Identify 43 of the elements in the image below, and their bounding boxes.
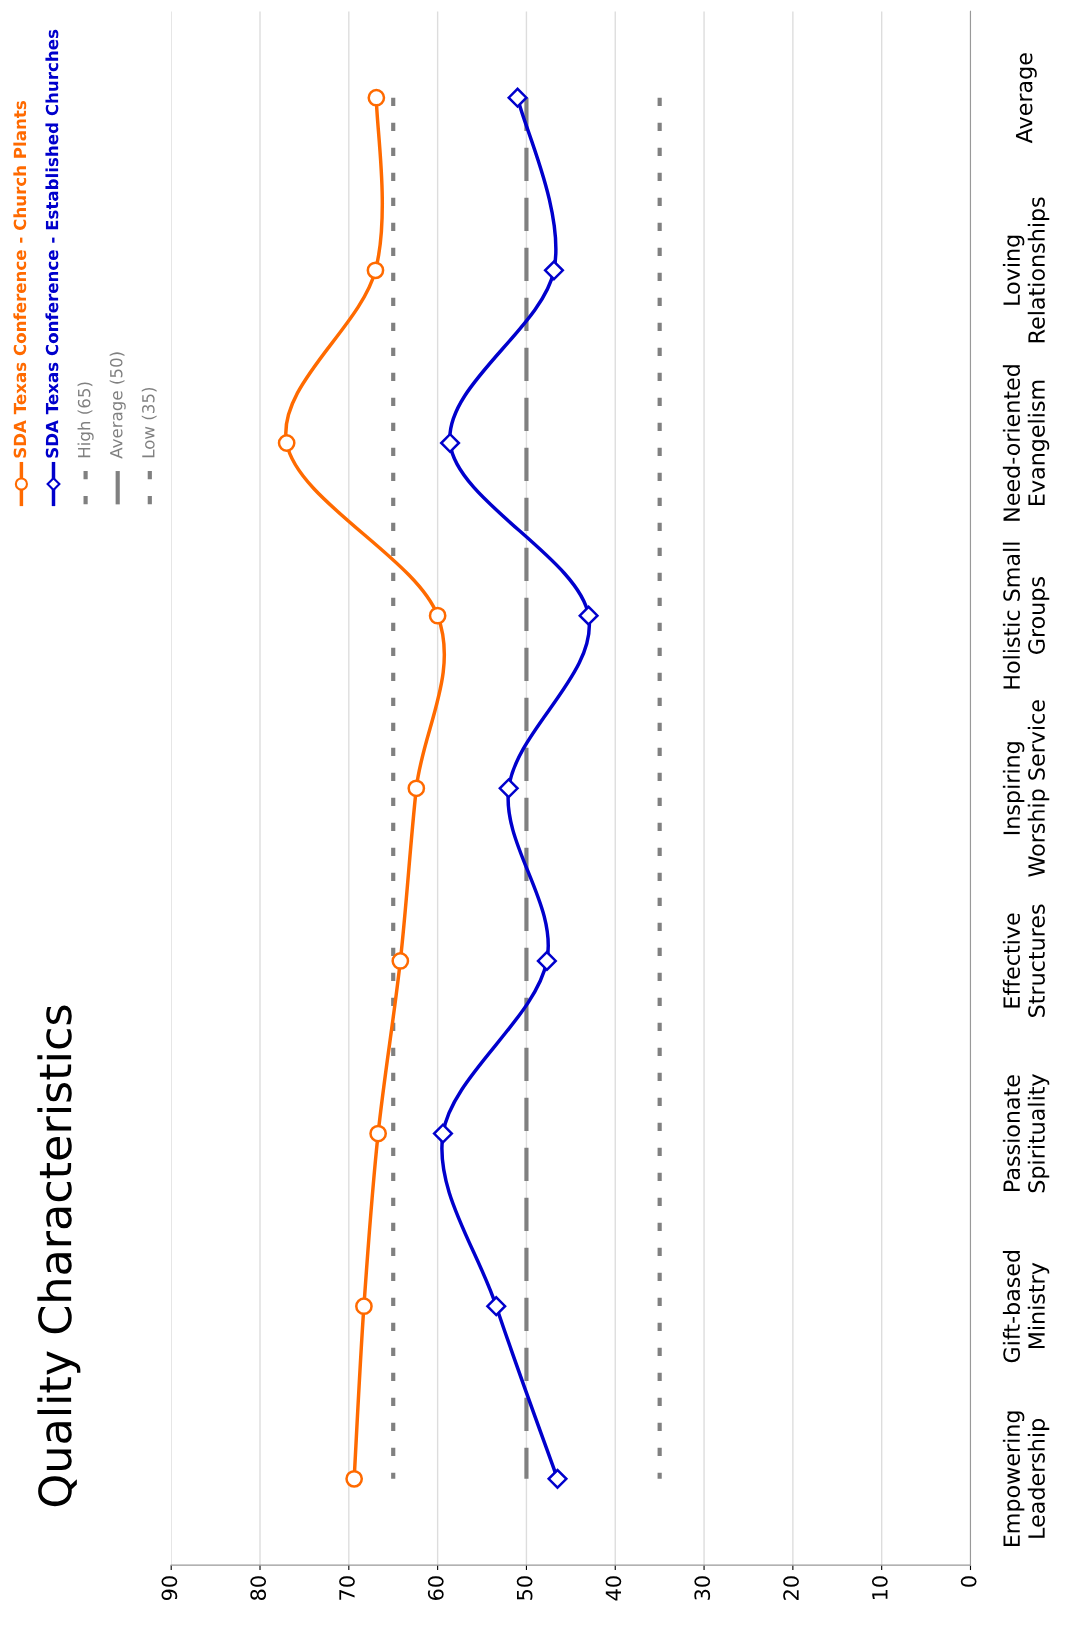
y-tick-label: Inspiring Worship Service [1002, 700, 1050, 877]
point [507, 87, 528, 108]
point [543, 260, 565, 281]
point [498, 778, 519, 799]
y-tick-label: Holistic Small Groups [1002, 542, 1050, 689]
point [355, 1297, 373, 1316]
point [277, 434, 296, 452]
x-tick-label: 50 [516, 1576, 533, 1600]
x-tick-label: 10 [871, 1576, 888, 1600]
point [536, 950, 557, 972]
ref-line-label: Low (35) [141, 387, 157, 458]
x-tick-label: 80 [250, 1576, 267, 1600]
text: Quality Characteristics [37, 1005, 81, 1507]
x-tick-label: 70 [339, 1576, 355, 1600]
point [432, 1123, 454, 1144]
y-tick-label: Need-oriented Evangelism [1002, 365, 1050, 521]
point [439, 432, 461, 454]
y-tick-label: Passionate Spirituality [1002, 1074, 1050, 1193]
point [391, 952, 410, 970]
point [578, 605, 599, 626]
text: SDA Texas Conference - Established Churches [45, 29, 59, 458]
x-tick-label: 30 [694, 1576, 711, 1600]
x-tick-label: 0 [960, 1576, 977, 1587]
point [369, 1124, 388, 1143]
y-tick-label: Average [1015, 53, 1037, 144]
y-tick-label: Loving Relationships [1002, 197, 1050, 343]
x-tick-label: 40 [605, 1576, 622, 1601]
point [407, 779, 426, 798]
y-tick-label: Effective Structures [1002, 904, 1045, 1017]
ref-line-label: High (65) [77, 382, 94, 458]
point [366, 261, 385, 280]
point [428, 606, 447, 625]
y-tick-label: Empowering Leadership [1002, 1411, 1050, 1547]
point [547, 1468, 568, 1489]
text: SDA Texas Conference - Church Plants [13, 101, 27, 458]
point [345, 1469, 364, 1488]
ref-line-label: Average (50) [109, 352, 126, 459]
point [486, 1296, 507, 1317]
x-tick-label: 60 [427, 1576, 444, 1600]
x-tick-label: 90 [161, 1576, 178, 1601]
y-tick-label: Gift-based Ministry [1002, 1250, 1050, 1363]
x-tick-label: 20 [783, 1576, 799, 1600]
point [367, 88, 386, 107]
